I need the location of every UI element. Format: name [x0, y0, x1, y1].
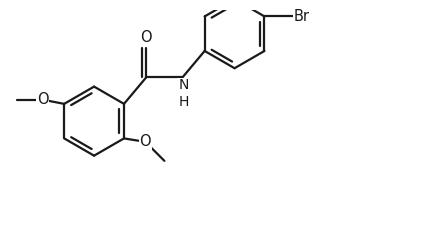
Text: O: O: [140, 30, 152, 45]
Text: N
H: N H: [178, 78, 188, 108]
Text: O: O: [139, 134, 151, 149]
Text: Br: Br: [293, 9, 309, 24]
Text: O: O: [37, 92, 49, 107]
